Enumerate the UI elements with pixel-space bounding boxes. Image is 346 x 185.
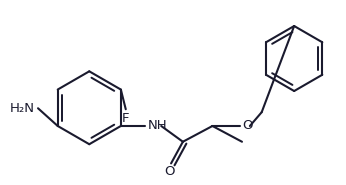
Text: O: O [164,165,174,178]
Text: H₂N: H₂N [10,102,35,115]
Text: NH: NH [147,120,167,132]
Text: F: F [122,112,129,125]
Text: O: O [242,120,253,132]
